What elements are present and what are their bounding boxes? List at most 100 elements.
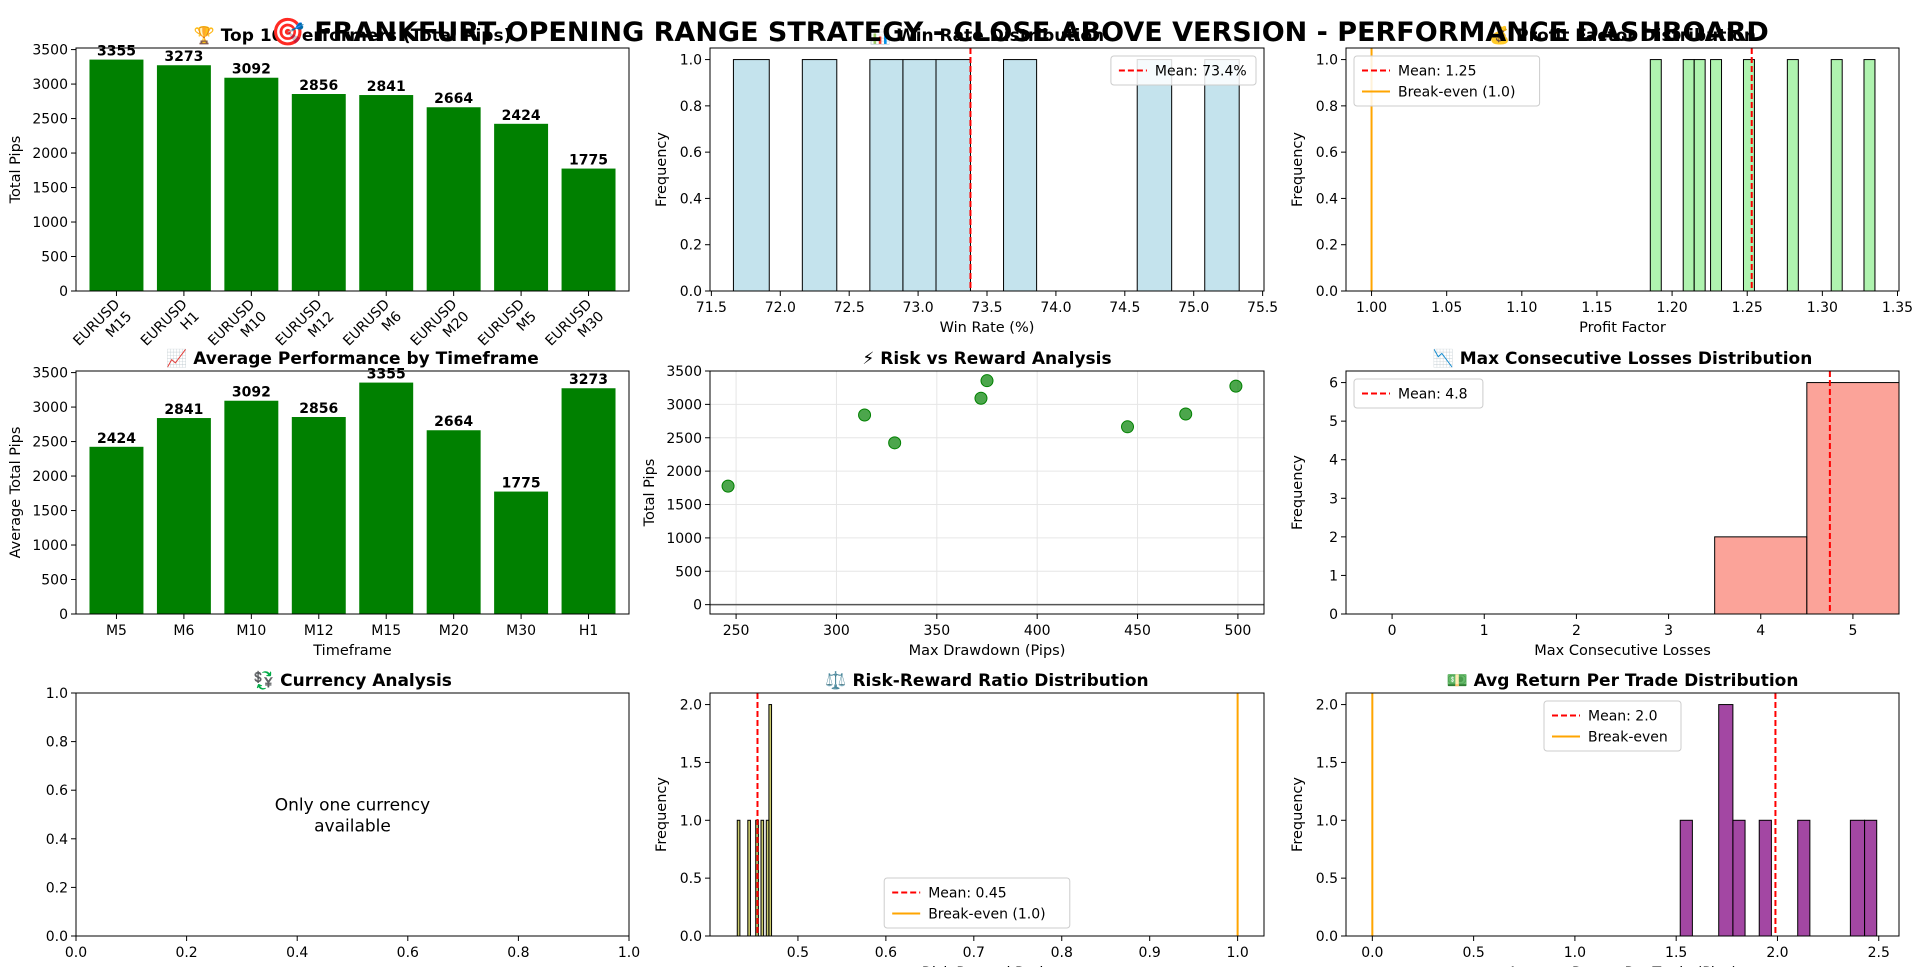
histogram-bar: [902, 59, 937, 292]
bar: [359, 382, 414, 614]
x-tick-label: 74.5: [1109, 300, 1140, 316]
x-axis-label: Max Consecutive Losses: [1534, 643, 1711, 659]
chart-avgreturn: 0.0 0.5 1.0 1.5 2.0 0.0 0.5 1.0 1.5 2.0 2.5 💵 Avg R…: [1290, 671, 1900, 967]
x-tick-label: 0.2: [175, 945, 197, 961]
x-tick-label: 0.8: [1051, 945, 1073, 961]
y-tick-label: 0: [59, 607, 68, 623]
legend-entry: Mean: 73.4%: [1155, 64, 1247, 80]
y-tick-label: 2000: [666, 464, 702, 480]
x-axis-label: Timeframe: [312, 643, 392, 659]
x-tick-label: 1.35: [1882, 300, 1913, 316]
y-tick-label: 1.0: [46, 686, 68, 702]
y-axis-label: Frequency: [1290, 132, 1306, 207]
bar-value-label: 2856: [299, 78, 338, 94]
x-tick-label: M20: [439, 623, 469, 639]
chart-profitfactor: 0.0 0.2 0.4 0.6 0.8 1.0 1.00 1.05 1.10 1.15 1.20 1.…: [1290, 25, 1913, 336]
legend-box: [1543, 700, 1682, 752]
y-tick-label: 0: [693, 598, 702, 614]
legend-entry: Break-even (1.0): [1398, 85, 1515, 101]
y-axis-label: Frequency: [1290, 777, 1306, 852]
legend-box: [883, 877, 1071, 929]
y-tick-label: 0.8: [46, 735, 68, 751]
scatter-point: [888, 436, 902, 450]
scatter-point: [858, 408, 872, 422]
chart-currency: 0.0 0.2 0.4 0.6 0.8 1.0 0.0 0.2 0.4 0.6 0.8 1.0 💱 Cu…: [46, 670, 640, 961]
x-tick-label: 74.0: [1040, 300, 1071, 316]
x-tick-label: 0: [1388, 623, 1397, 639]
panel-title: 🏆 Top 10 Performers (Total Pips): [194, 25, 512, 46]
panel-title: 💰 Profit Factor Distribution: [1489, 25, 1756, 46]
x-tick-label: M12: [304, 623, 334, 639]
y-tick-label: 0.4: [1316, 191, 1338, 207]
axes-frame: [709, 370, 1265, 615]
histogram-bar: [732, 59, 770, 292]
y-tick-label: 3000: [32, 77, 68, 93]
x-tick-label: 1: [1480, 623, 1489, 639]
x-tick-label: M30: [506, 623, 536, 639]
bar: [494, 123, 549, 291]
legend-box: [1353, 55, 1541, 107]
histogram-bar: [1797, 819, 1811, 937]
scatter-point: [974, 391, 988, 405]
x-tick-label: 0.5: [787, 945, 809, 961]
legend-entry: Mean: 2.0: [1588, 709, 1658, 725]
y-tick-label: 1000: [32, 215, 68, 231]
legend-box: [1353, 378, 1484, 409]
y-tick-label: 2500: [32, 112, 68, 128]
scatter-point: [1179, 407, 1193, 421]
histogram-bar: [747, 819, 751, 937]
y-tick-label: 500: [675, 564, 702, 580]
legend-entry: Break-even: [1588, 730, 1668, 746]
x-axis-label: Win Rate (%): [940, 320, 1035, 336]
x-tick-label: 1.30: [1807, 300, 1838, 316]
y-tick-label: 0: [59, 284, 68, 300]
legend-box: [1110, 55, 1257, 86]
panel-title: ⚖️ Risk-Reward Ratio Distribution: [825, 670, 1148, 691]
x-tick-label: 1.0: [1564, 945, 1586, 961]
y-axis-label: Total Pips: [642, 459, 658, 528]
bar: [426, 107, 481, 291]
bar-value-label: 3273: [569, 372, 608, 388]
x-tick-label: 0.5: [1462, 945, 1484, 961]
x-tick-label: 0.4: [286, 945, 308, 961]
bar-value-label: 2841: [367, 79, 406, 95]
x-tick-label: H1: [579, 623, 598, 639]
chart-timeframe: 2424284130922856335526641775327305001000…: [8, 348, 630, 659]
y-tick-label: 1.5: [680, 755, 702, 771]
histogram-bar: [1679, 819, 1693, 937]
histogram-bar: [1693, 59, 1706, 292]
x-tick-label: 3: [1664, 623, 1673, 639]
bar: [156, 65, 211, 291]
x-tick-label: 0.8: [507, 945, 529, 961]
bar-value-label: 1775: [502, 476, 541, 492]
bar: [494, 491, 549, 614]
legend-entry: Mean: 1.25: [1398, 64, 1476, 80]
histogram-bar: [1830, 59, 1843, 292]
bar-value-label: 2664: [434, 91, 473, 107]
dashboard-title: 🎯 FRANKFURT OPENING RANGE STRATEGY - CLO…: [271, 17, 1769, 48]
histogram-bar: [1806, 382, 1900, 615]
chart-riskreward: 0 500 1000 1500 2000 2500 3000 3500 250 300 350 400…: [642, 349, 1265, 659]
y-tick-label: 0.2: [46, 880, 68, 896]
x-tick-label: 75.0: [1178, 300, 1209, 316]
bar: [156, 418, 211, 614]
x-tick-label: 4: [1756, 623, 1765, 639]
histogram-bar: [1718, 704, 1734, 937]
histogram-bar: [1849, 819, 1866, 937]
bar-value-label: 1775: [569, 153, 608, 169]
bar-value-label: 2856: [299, 401, 338, 417]
bar: [561, 388, 616, 614]
scatter-point: [1121, 420, 1135, 434]
histogram-bar: [1649, 59, 1662, 292]
panel-title: 💵 Avg Return Per Trade Distribution: [1447, 671, 1799, 691]
x-tick-label: 5: [1848, 623, 1857, 639]
x-tick-label: M6: [173, 623, 194, 639]
bar-value-label: 2424: [502, 108, 541, 124]
empty-message-line: available: [314, 817, 391, 837]
y-tick-label: 1: [1329, 568, 1338, 584]
x-tick-label: 2.5: [1868, 945, 1890, 961]
y-axis-label: Frequency: [654, 132, 670, 207]
y-tick-label: 1.0: [680, 53, 702, 69]
